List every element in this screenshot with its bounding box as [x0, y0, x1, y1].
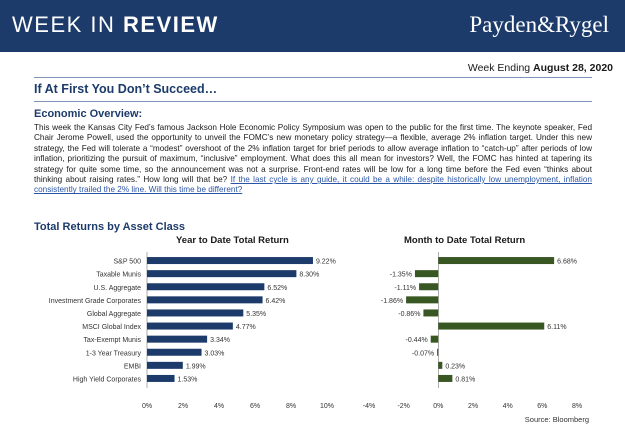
data-label: 6.68% — [557, 259, 577, 266]
bar — [438, 257, 555, 265]
data-label: 0.81% — [455, 376, 475, 383]
tick-label: 2% — [178, 403, 188, 410]
bar — [423, 309, 439, 317]
data-label: 9.22% — [316, 259, 336, 266]
bar — [438, 361, 443, 369]
bar — [147, 361, 183, 369]
bar — [147, 335, 208, 343]
bar — [419, 283, 439, 291]
category-label: 1-3 Year Treasury — [86, 350, 142, 357]
data-label: 5.35% — [246, 311, 266, 318]
bar — [147, 322, 233, 330]
category-label: U.S. Aggregate — [94, 285, 142, 292]
bar — [430, 335, 439, 343]
data-label: 1.99% — [186, 363, 206, 370]
overview-link[interactable]: If the last cycle is any guide, it could… — [34, 175, 592, 195]
category-label: Tax-Exempt Munis — [83, 337, 141, 344]
data-label: 3.34% — [210, 337, 230, 344]
overview-paragraph: This week the Kansas City Fed’s famous J… — [34, 123, 592, 196]
banner-title: WEEK IN REVIEW — [12, 12, 219, 38]
bar — [147, 270, 297, 278]
tick-label: 10% — [320, 403, 334, 410]
data-label: -0.44% — [406, 337, 428, 344]
data-label: 0.23% — [445, 363, 465, 370]
tick-label: -2% — [397, 403, 409, 410]
data-label: 6.11% — [547, 324, 566, 331]
category-label: Investment Grade Corporates — [49, 298, 142, 305]
overview-heading: Economic Overview: — [34, 108, 143, 120]
tick-label: 0% — [142, 403, 152, 410]
bar — [147, 283, 265, 291]
overview-body: This week the Kansas City Fed’s famous J… — [34, 123, 592, 185]
category-label: MSCI Global Index — [82, 324, 141, 331]
divider-rule — [34, 77, 592, 78]
data-label: -0.07% — [412, 350, 434, 357]
tick-label: 2% — [468, 403, 478, 410]
tick-label: 6% — [250, 403, 260, 410]
tick-label: 0% — [433, 403, 443, 410]
company-logo: Payden&Rygel — [469, 12, 609, 37]
bar — [406, 296, 439, 304]
data-label: 8.30% — [299, 272, 319, 279]
bar — [414, 270, 439, 278]
data-label: -1.35% — [390, 272, 412, 279]
data-label: 6.52% — [267, 285, 287, 292]
bar — [147, 296, 263, 304]
tick-label: 6% — [537, 403, 547, 410]
category-label: EMBI — [124, 363, 141, 370]
data-label: -0.86% — [398, 311, 420, 318]
week-ending-prefix: Week Ending — [467, 62, 534, 74]
tick-label: 8% — [286, 403, 296, 410]
category-label: Taxable Munis — [96, 272, 141, 279]
data-label: -1.11% — [394, 285, 416, 292]
bar — [147, 348, 202, 356]
data-label: 4.77% — [236, 324, 256, 331]
data-label: 3.03% — [205, 350, 225, 357]
data-label: 1.53% — [178, 376, 198, 383]
banner-title-regular: WEEK IN — [12, 12, 124, 37]
tick-label: -4% — [363, 403, 375, 410]
week-ending: Week Ending August 28, 2020 — [468, 62, 613, 74]
tick-label: 8% — [572, 403, 582, 410]
tick-label: 4% — [214, 403, 224, 410]
category-label: Global Aggregate — [87, 311, 141, 318]
data-label: 6.42% — [266, 298, 286, 305]
mtd-chart-title: Month to Date Total Return — [404, 235, 526, 246]
ytd-chart-title: Year to Date Total Return — [176, 235, 289, 246]
bar — [438, 374, 453, 382]
section-title: Total Returns by Asset Class — [34, 221, 185, 233]
bar — [437, 348, 439, 356]
bar — [147, 309, 244, 317]
banner-title-bold: REVIEW — [123, 12, 219, 37]
ytd-return-chart: S&P 500 9.22% Taxable Munis 8.30% U.S. Aggre… — [49, 252, 336, 410]
bar — [147, 257, 313, 265]
headline: If At First You Don’t Succeed… — [34, 82, 218, 96]
tick-label: 4% — [503, 403, 513, 410]
divider-rule — [34, 101, 592, 102]
week-ending-date: August 28, 2020 — [533, 62, 613, 74]
bar — [147, 374, 175, 382]
bar — [438, 322, 545, 330]
header-banner: WEEK IN REVIEW Payden&Rygel — [0, 0, 625, 52]
category-label: High Yield Corporates — [73, 376, 142, 383]
data-label: -1.86% — [381, 298, 403, 305]
mtd-return-chart: 6.68% -1.35% -1.11% -1.86% -0.86% 6.11% -0.44%… — [363, 252, 582, 410]
source-note: Source: Bloomberg — [524, 415, 589, 424]
category-label: S&P 500 — [113, 259, 141, 266]
